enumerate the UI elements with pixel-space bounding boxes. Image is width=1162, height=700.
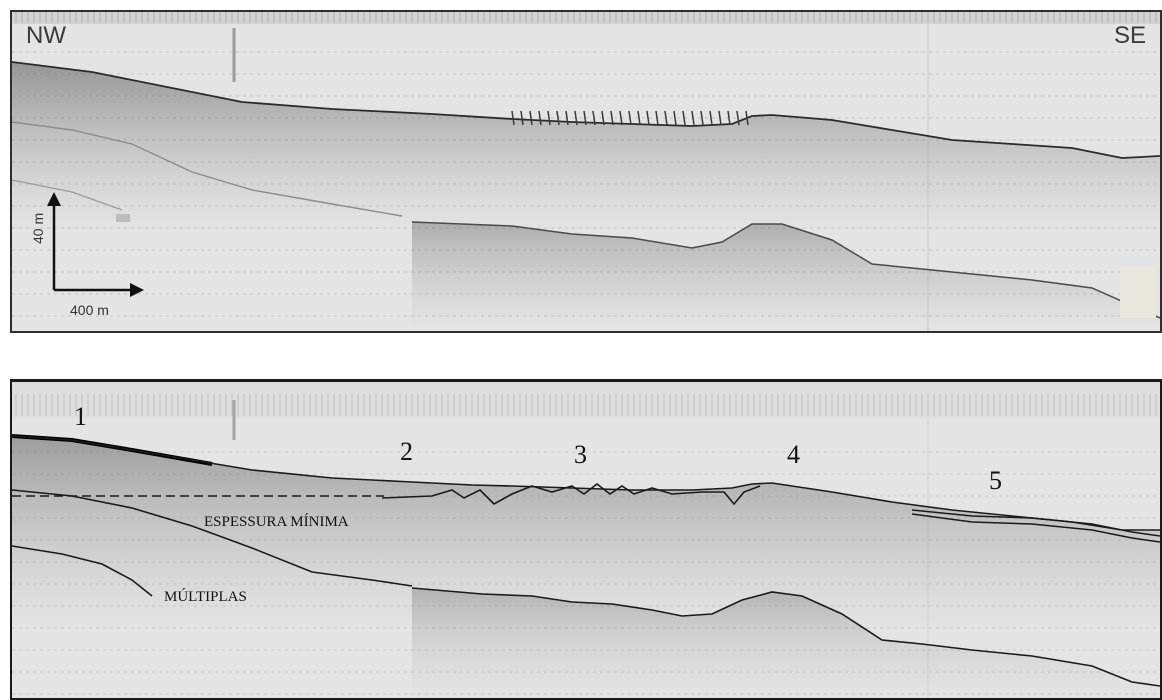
rough-seabed-texture bbox=[691, 110, 695, 126]
rough-seabed-texture bbox=[682, 110, 686, 126]
rough-seabed-texture bbox=[745, 110, 749, 126]
rough-seabed-texture bbox=[673, 110, 677, 126]
rough-seabed-texture bbox=[538, 110, 542, 126]
rough-seabed-texture bbox=[574, 110, 578, 126]
rough-seabed-texture bbox=[547, 110, 551, 126]
zone5-reflector-lower bbox=[911, 513, 1160, 543]
seabed-multiple-reflector bbox=[411, 221, 1160, 319]
annotation-minimum-thickness: ESPESSURA MÍNIMA bbox=[204, 514, 349, 530]
seabed-echo-shading bbox=[12, 436, 1160, 632]
rough-seabed-texture bbox=[520, 110, 524, 126]
direction-label-se: SE bbox=[1113, 22, 1146, 49]
rough-seabed-texture bbox=[655, 110, 659, 126]
rough-seabed-texture bbox=[619, 110, 623, 126]
rough-seabed-texture bbox=[727, 110, 731, 126]
seabed-multiple-reflector bbox=[411, 587, 1160, 687]
annotation-multiples: MÚLTIPLAS bbox=[164, 589, 247, 605]
zone-label-1: 1 bbox=[74, 402, 87, 431]
scale-arrow-right bbox=[130, 283, 144, 297]
zone-label-2: 2 bbox=[400, 437, 413, 466]
seabed-reflector bbox=[12, 435, 1160, 531]
second-multiple-reflector bbox=[12, 545, 153, 597]
rough-seabed-texture bbox=[700, 110, 704, 126]
first-multiple-reflector-left bbox=[12, 121, 403, 217]
second-multiple-reflector bbox=[12, 179, 123, 211]
seismic-profile-raw-canvas bbox=[12, 12, 1160, 331]
zone5-reflector-upper bbox=[911, 509, 1160, 537]
first-multiple-reflector bbox=[12, 489, 413, 587]
rough-seabed-texture bbox=[565, 110, 569, 126]
rough-seabed-texture bbox=[511, 110, 515, 126]
rough-seabed-texture bbox=[718, 110, 722, 126]
rough-seabed-texture bbox=[529, 110, 533, 126]
rough-seabed-texture bbox=[610, 110, 614, 126]
rough-seabed-texture bbox=[628, 110, 632, 126]
rough-seabed-texture bbox=[709, 110, 713, 126]
rough-seabed-texture bbox=[556, 110, 560, 126]
direction-label-nw: NW bbox=[26, 22, 66, 49]
seismic-profile-interpreted-canvas bbox=[12, 382, 1160, 698]
blank-patch bbox=[1120, 266, 1156, 318]
sub-bottom-reflector bbox=[381, 482, 761, 506]
zone-label-5: 5 bbox=[989, 466, 1002, 495]
seabed-echo-shading bbox=[12, 62, 1160, 232]
zone-label-3: 3 bbox=[574, 440, 587, 469]
scale-bar-horizontal-label: 400 m bbox=[70, 302, 109, 318]
rough-seabed-texture bbox=[646, 110, 650, 126]
rough-seabed-texture bbox=[583, 110, 587, 126]
scale-bar-vertical-label: 40 m bbox=[30, 212, 46, 244]
rough-seabed-texture bbox=[592, 110, 596, 126]
rough-seabed-texture bbox=[736, 110, 740, 126]
rough-seabed-texture bbox=[637, 110, 641, 126]
seismic-profile-raw: NW SE 40 m 400 m bbox=[10, 10, 1162, 333]
rough-seabed-texture bbox=[664, 110, 668, 126]
seismic-profile-interpreted: 1 2 3 4 5 ESPESSURA MÍNIMA MÚLTIPLAS bbox=[10, 379, 1162, 700]
rough-seabed-texture bbox=[601, 110, 605, 126]
zone-label-4: 4 bbox=[787, 440, 800, 469]
scale-arrow-up bbox=[47, 192, 61, 206]
